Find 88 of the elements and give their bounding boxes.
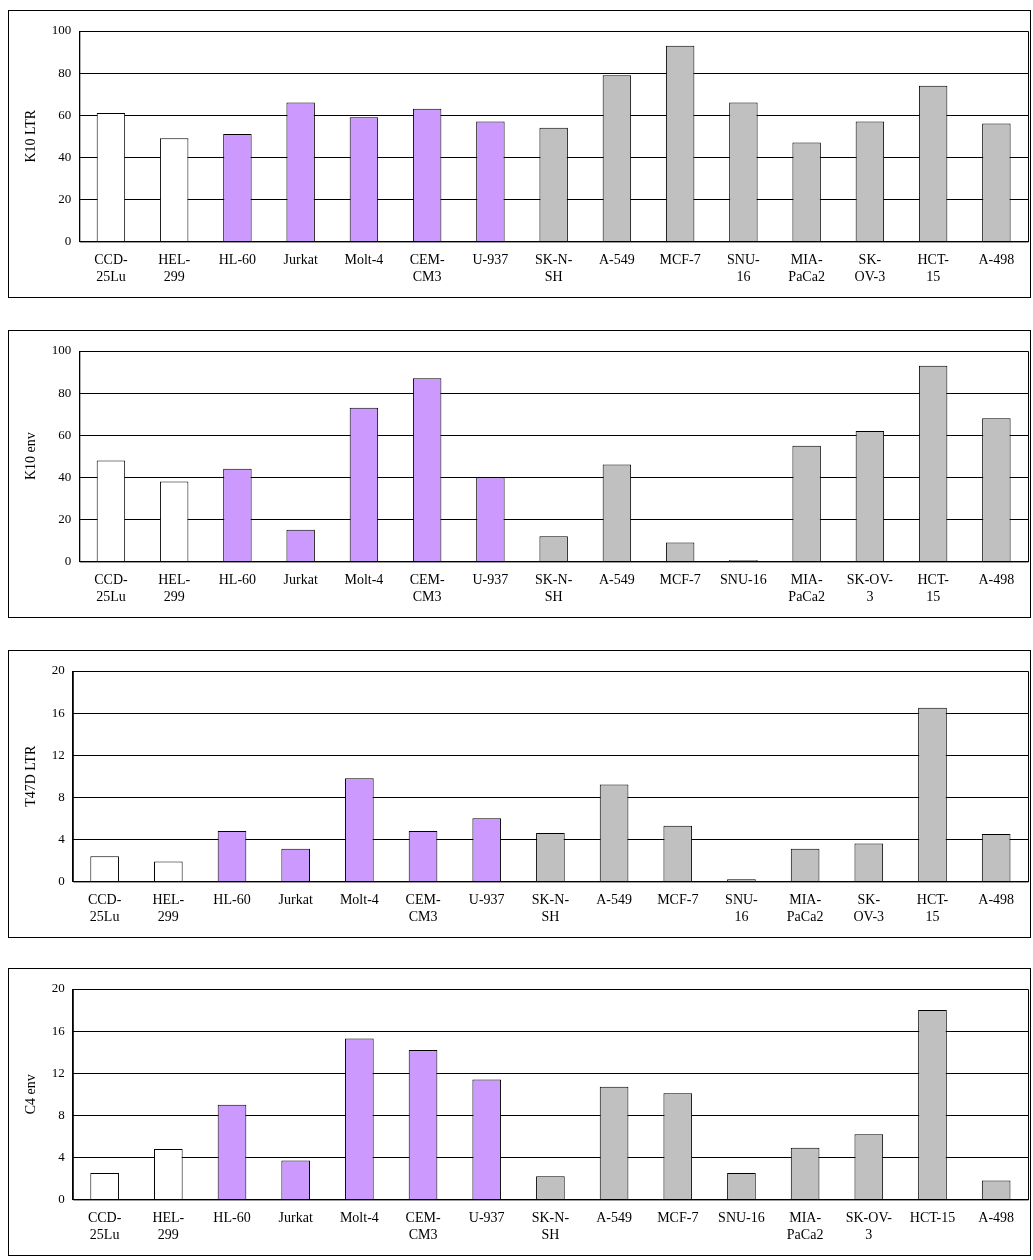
x-tick-label: SK-N- SH <box>534 572 573 605</box>
x-tick-label: MCF-7 <box>657 892 699 908</box>
y-tick-label: 4 <box>58 1148 66 1164</box>
x-tick-label: MCF-7 <box>659 252 701 268</box>
y-tick-label: 8 <box>58 1106 65 1122</box>
x-tick-label: CEM- CM3 <box>409 252 445 285</box>
x-tick-label: U-937 <box>468 892 505 908</box>
x-tick-label: Molt-4 <box>344 572 384 588</box>
x-tick-label: A-498 <box>978 252 1015 268</box>
x-tick-label: SK-OV- 3 <box>845 1210 893 1243</box>
x-tick-label: HCT-15 <box>909 1210 956 1226</box>
x-tick-label: MIA- PaCa2 <box>786 892 824 925</box>
x-tick-label: CCD- 25Lu <box>87 1210 122 1243</box>
x-tick-label: SK-OV- 3 <box>846 572 894 605</box>
y-tick-label: 16 <box>51 1022 66 1038</box>
y-tick-label: 60 <box>58 426 72 442</box>
y-tick-label: 4 <box>58 830 66 846</box>
x-tick-label: MIA- PaCa2 <box>788 572 825 605</box>
x-tick-label: A-498 <box>978 572 1015 588</box>
x-tick-label: MCF-7 <box>659 572 701 588</box>
x-tick-label: U-937 <box>468 1210 505 1226</box>
x-tick-label: Jurkat <box>278 892 313 908</box>
x-tick-label: SNU-16 <box>718 1210 765 1226</box>
y-tick-label: 12 <box>51 1064 65 1080</box>
x-tick-label: HEL- 299 <box>152 892 185 925</box>
x-tick-label: Jurkat <box>278 1210 313 1226</box>
y-tick-label: 80 <box>58 64 72 80</box>
x-tick-label: MIA- PaCa2 <box>786 1210 824 1243</box>
y-tick-label: 100 <box>51 342 72 358</box>
x-tick-label: Molt-4 <box>339 892 379 908</box>
x-tick-label: A-549 <box>596 892 632 908</box>
x-tick-label: A-498 <box>978 892 1015 908</box>
x-tick-label: Jurkat <box>283 252 318 268</box>
x-tick-label: MCF-7 <box>657 1210 699 1226</box>
x-tick-label: CCD- 25Lu <box>94 572 128 605</box>
y-tick-label: 40 <box>58 148 72 164</box>
x-tick-label: HEL- 299 <box>152 1210 185 1243</box>
x-tick-label: U-937 <box>472 252 509 268</box>
y-tick-label: 80 <box>58 384 72 400</box>
x-tick-label: SK- OV-3 <box>853 892 885 925</box>
x-tick-label: HL-60 <box>218 572 257 588</box>
y-tick-label: 8 <box>58 788 65 804</box>
x-tick-label: CCD- 25Lu <box>94 252 128 285</box>
x-tick-label: CEM- CM3 <box>409 572 445 605</box>
x-tick-label: HCT- 15 <box>917 252 950 285</box>
x-tick-label: SNU- 16 <box>725 892 759 925</box>
x-tick-label: HL-60 <box>213 1210 251 1226</box>
x-tick-label: HCT- 15 <box>916 892 949 925</box>
y-tick-label: 0 <box>58 872 65 888</box>
y-tick-label: 20 <box>51 662 65 678</box>
x-tick-label: A-549 <box>599 572 635 588</box>
x-tick-label: CCD- 25Lu <box>87 892 122 925</box>
x-tick-label: HEL- 299 <box>158 572 191 605</box>
y-tick-label: 20 <box>58 510 72 526</box>
y-tick-label: 0 <box>64 232 72 248</box>
x-tick-label: HEL- 299 <box>158 252 191 285</box>
x-tick-label: HL-60 <box>213 892 251 908</box>
y-axis-title: T47D LTR <box>23 744 39 807</box>
y-tick-label: 20 <box>58 190 72 206</box>
x-tick-label: CEM- CM3 <box>405 892 441 925</box>
x-tick-label: Molt-4 <box>344 252 384 268</box>
x-tick-label: A-498 <box>978 1210 1015 1226</box>
y-tick-label: 0 <box>64 552 72 568</box>
x-tick-label: Jurkat <box>283 572 318 588</box>
x-tick-label: CEM- CM3 <box>405 1210 441 1243</box>
y-tick-label: 16 <box>51 704 66 720</box>
y-tick-label: 20 <box>51 980 65 996</box>
x-tick-label: Molt-4 <box>339 1210 379 1226</box>
y-axis-title: K10 env <box>23 432 39 481</box>
x-tick-label: SNU-16 <box>720 572 767 588</box>
x-tick-label: SK-N- SH <box>531 892 570 925</box>
x-tick-label: MIA- PaCa2 <box>788 252 825 285</box>
y-axis-title: C4 env <box>23 1074 39 1115</box>
x-tick-label: SK-N- SH <box>534 252 573 285</box>
y-tick-label: 60 <box>58 106 72 122</box>
x-tick-label: SK-N- SH <box>531 1210 570 1243</box>
x-tick-label: A-549 <box>596 1210 632 1226</box>
y-tick-label: 12 <box>51 746 65 762</box>
x-tick-label: HCT- 15 <box>917 572 950 605</box>
x-tick-label: A-549 <box>599 252 635 268</box>
y-tick-label: 40 <box>58 468 72 484</box>
x-tick-label: U-937 <box>472 572 509 588</box>
x-tick-label: SNU- 16 <box>727 252 761 285</box>
y-tick-label: 0 <box>58 1190 65 1206</box>
x-tick-label: HL-60 <box>218 252 257 268</box>
y-tick-label: 100 <box>51 22 72 38</box>
y-axis-title: K10 LTR <box>23 109 39 163</box>
x-tick-label: SK- OV-3 <box>854 252 886 285</box>
